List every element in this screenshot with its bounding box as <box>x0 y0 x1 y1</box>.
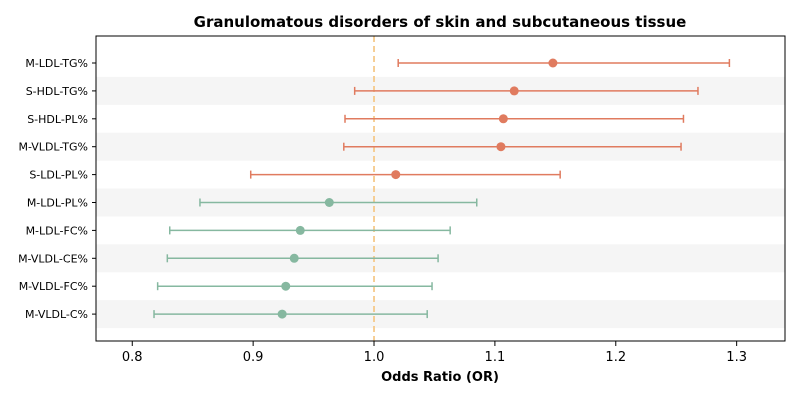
row-label: M-VLDL-TG% <box>18 141 88 154</box>
row-label: M-VLDL-C% <box>25 308 88 321</box>
or-point <box>509 86 519 96</box>
x-axis-label: Odds Ratio (OR) <box>381 370 499 385</box>
row-label: S-HDL-TG% <box>26 85 88 98</box>
x-tick-label: 1.0 <box>364 350 385 365</box>
estimate-marks <box>153 58 731 319</box>
x-tick-label: 1.1 <box>485 350 506 365</box>
x-tick-label: 1.3 <box>726 350 747 365</box>
x-axis: 0.8 0.9 1.0 1.1 1.2 1.3 <box>122 341 747 365</box>
row-label: M-LDL-FC% <box>26 224 88 237</box>
plot-frame <box>95 35 786 342</box>
x-tick-label: 0.9 <box>243 350 264 365</box>
x-tick-label: 1.2 <box>605 350 626 365</box>
or-point <box>295 225 305 235</box>
or-point <box>496 142 506 152</box>
row-label: S-HDL-PL% <box>27 113 88 126</box>
or-point <box>324 198 334 207</box>
x-tick-label: 0.8 <box>122 350 143 365</box>
or-point <box>391 170 401 180</box>
or-point <box>548 58 558 68</box>
row-label: M-VLDL-CE% <box>18 252 88 265</box>
row-label: M-LDL-PL% <box>27 197 88 210</box>
or-point <box>289 253 299 263</box>
row-labels: M-LDL-TG% S-HDL-TG% S-HDL-PL% M-VLDL-TG% S-L… <box>18 57 96 321</box>
row-label: M-VLDL-FC% <box>19 280 88 293</box>
chart-title: Granulomatous disorders of skin and subc… <box>194 13 687 31</box>
row-label: S-LDL-PL% <box>29 169 88 182</box>
or-point <box>498 114 508 124</box>
row-label: M-LDL-TG% <box>25 57 88 70</box>
or-point <box>281 281 291 291</box>
or-point <box>277 309 287 319</box>
